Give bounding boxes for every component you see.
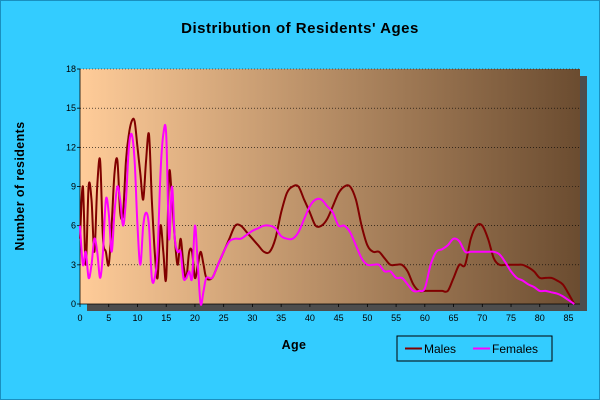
series-line-females [79, 123, 575, 306]
x-tick-label: 65 [449, 313, 459, 323]
y-tick-label: 18 [66, 64, 76, 74]
x-tick-label: 60 [420, 313, 430, 323]
x-tick-label: 20 [190, 313, 200, 323]
x-tick-label: 5 [106, 313, 111, 323]
x-tick-label: 75 [506, 313, 516, 323]
y-tick-label: 9 [71, 182, 76, 192]
y-tick-label: 6 [71, 221, 76, 231]
legend-label-females: Females [492, 342, 538, 356]
y-tick-label: 12 [66, 142, 76, 152]
x-tick-label: 0 [77, 313, 82, 323]
x-tick-label: 80 [535, 313, 545, 323]
x-tick-label: 50 [362, 313, 372, 323]
x-tick-label: 10 [132, 313, 142, 323]
legend: Males Females [396, 335, 553, 362]
x-tick-label: 70 [477, 313, 487, 323]
chart-title: Distribution of Residents' Ages [181, 20, 419, 37]
x-tick-label: 85 [563, 313, 573, 323]
x-axis-label: Age [282, 338, 307, 352]
y-tick-label: 3 [71, 260, 76, 270]
x-tick-label: 25 [219, 313, 229, 323]
x-tick-label: 35 [276, 313, 286, 323]
y-tick-label: 15 [66, 103, 76, 113]
x-tick-label: 45 [334, 313, 344, 323]
y-axis-label: Number of residents [13, 121, 27, 250]
legend-box [396, 335, 553, 362]
x-tick-label: 40 [305, 313, 315, 323]
x-tick-label: 30 [247, 313, 257, 323]
x-tick-label: 55 [391, 313, 401, 323]
legend-label-males: Males [424, 342, 456, 356]
x-tick-label: 15 [161, 313, 171, 323]
y-tick-label: 0 [71, 299, 76, 309]
series-line-males [79, 117, 576, 305]
